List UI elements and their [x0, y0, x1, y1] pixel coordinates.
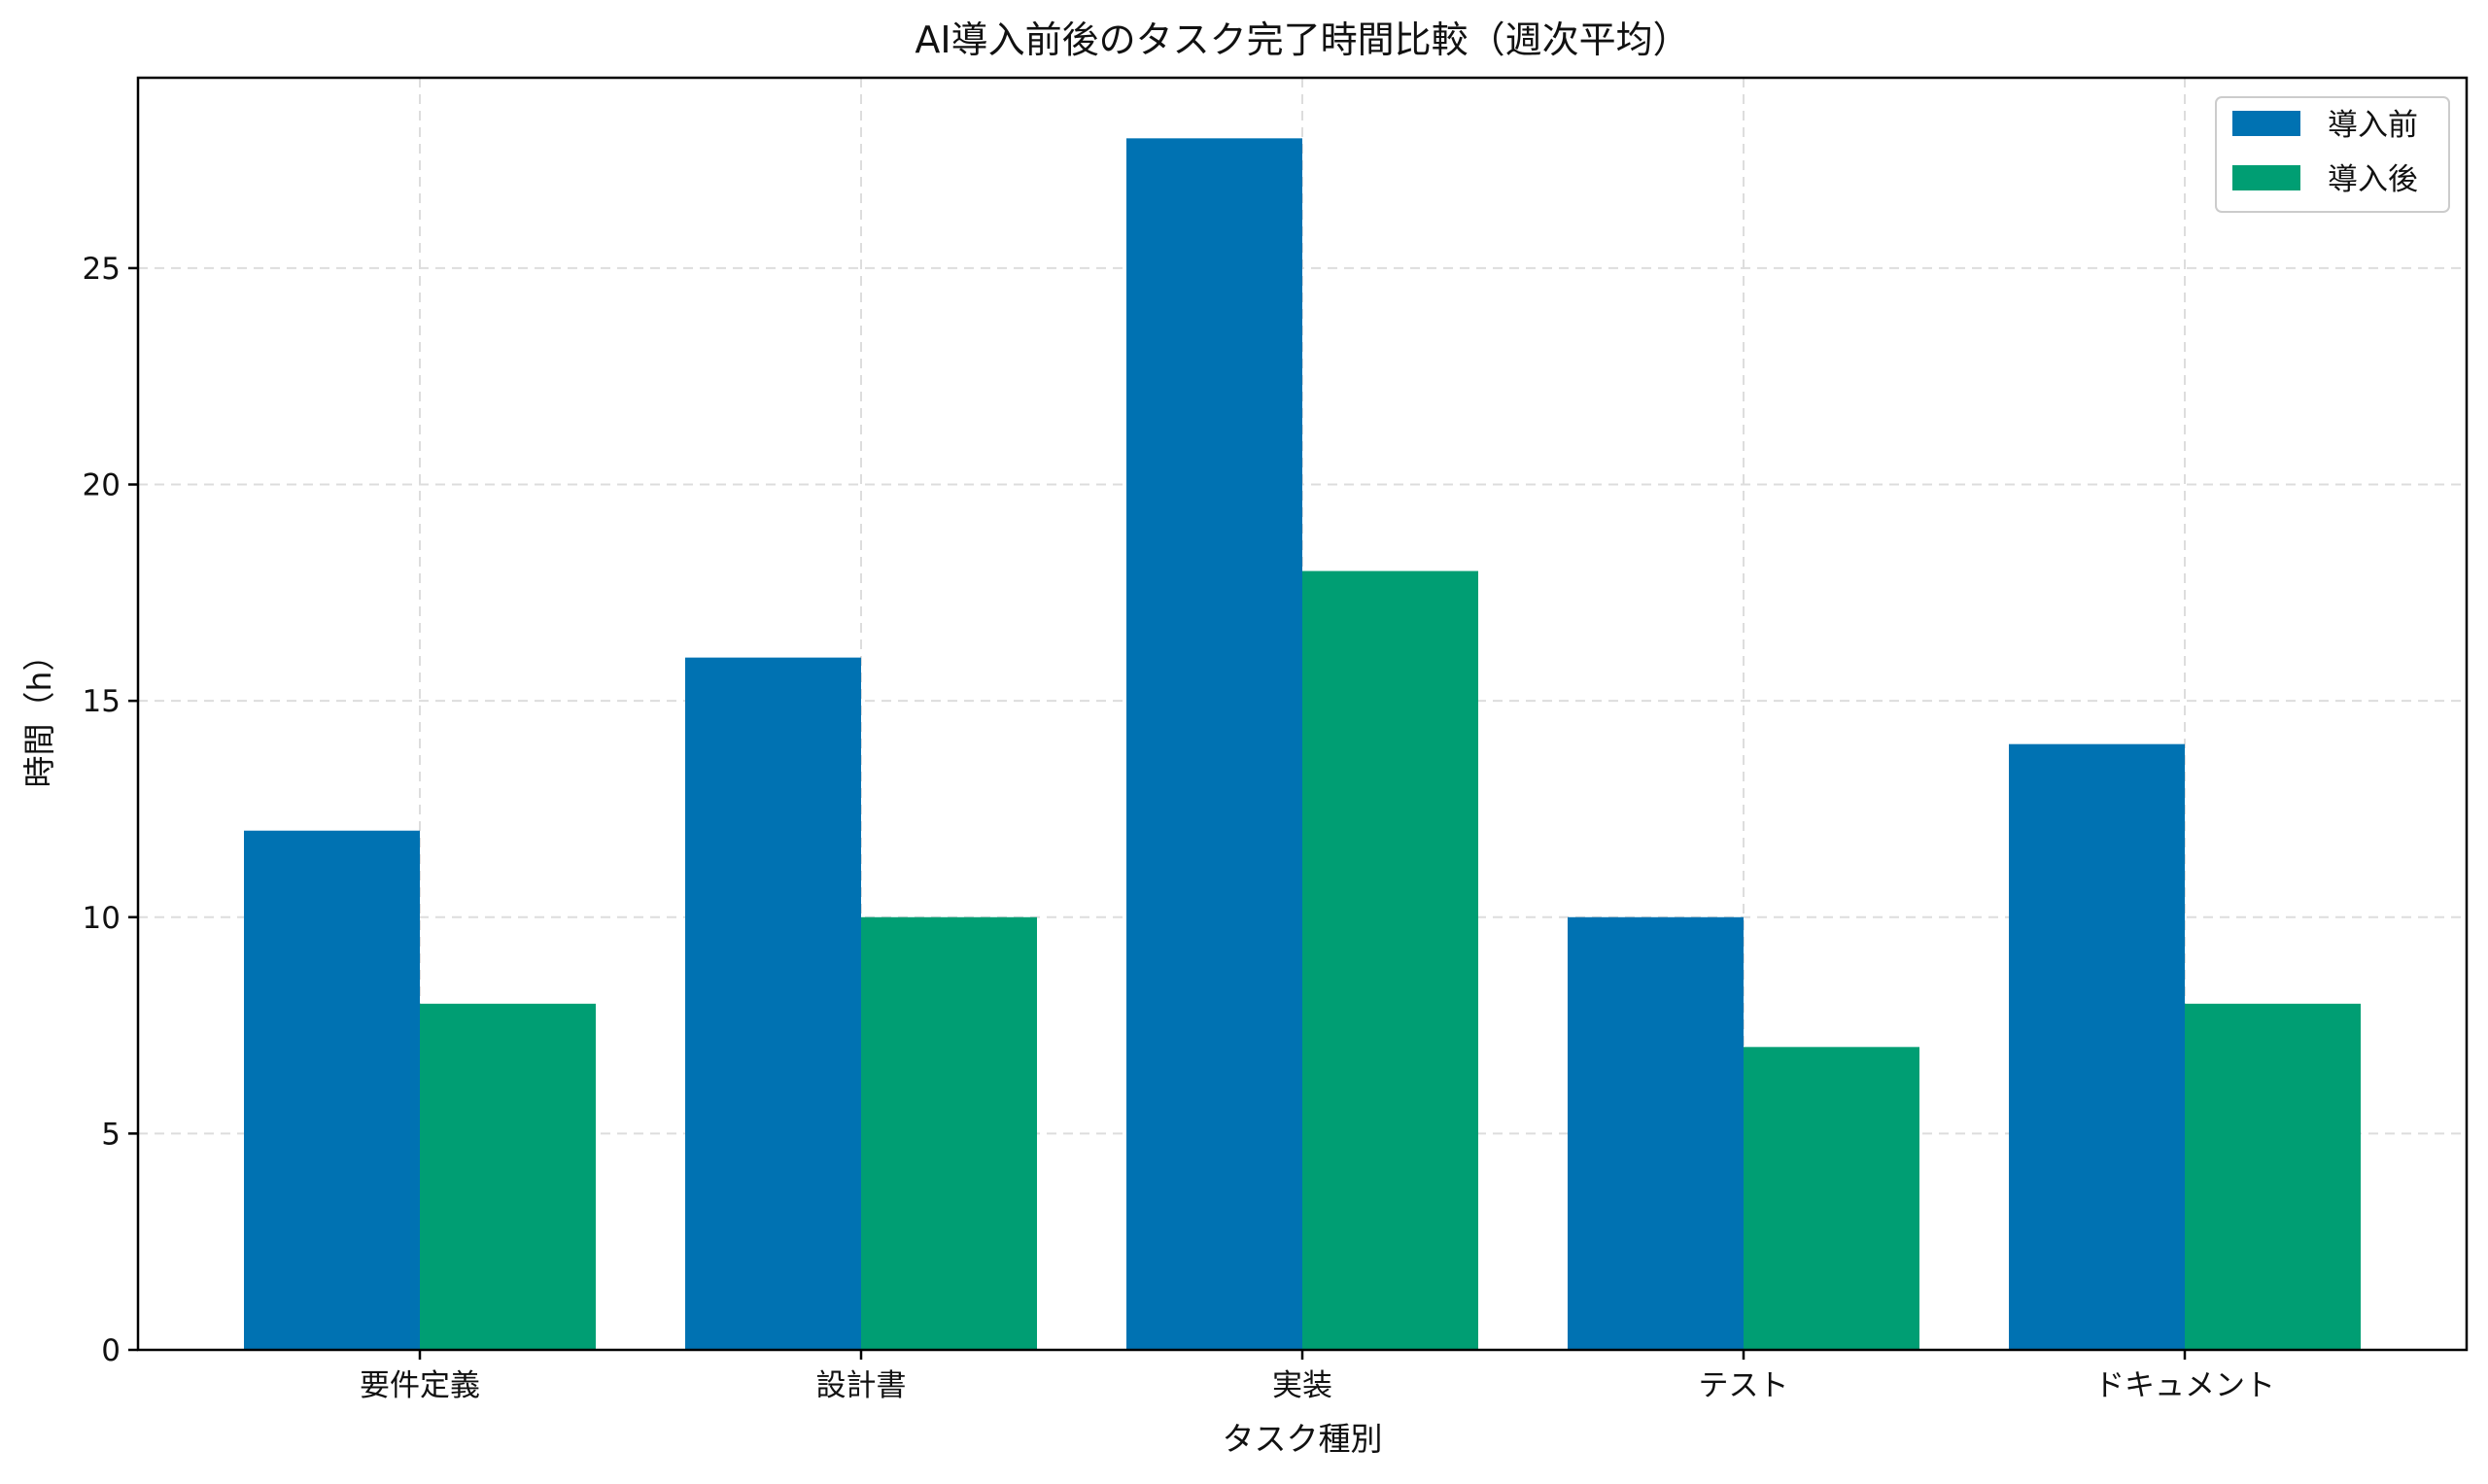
y-axis-label: 時間（h）: [20, 639, 58, 788]
bar-after-4: [2185, 1003, 2361, 1350]
bar-before-3: [1568, 916, 1744, 1350]
bar-before-4: [2009, 743, 2185, 1350]
x-tick-label: 設計書: [816, 1368, 907, 1403]
x-axis-ticks: 要件定義 設計書 実装 テスト ドキュメント: [360, 1350, 2275, 1403]
bar-before-2: [1126, 138, 1302, 1350]
y-tick-label: 10: [83, 901, 121, 936]
bar-before-0: [244, 830, 420, 1350]
x-tick-label: ドキュメント: [2094, 1368, 2275, 1403]
x-tick-label: テスト: [1699, 1368, 1789, 1403]
x-tick-label: 要件定義: [360, 1368, 480, 1403]
legend-label: 導入前: [2328, 108, 2418, 143]
bar-after-3: [1744, 1047, 1919, 1350]
bar-before-1: [685, 657, 861, 1350]
bar-after-0: [420, 1003, 596, 1350]
y-tick-label: 0: [101, 1333, 121, 1368]
x-tick-label: 実装: [1272, 1368, 1332, 1403]
legend-swatch: [2232, 165, 2300, 190]
legend-swatch: [2232, 111, 2300, 136]
y-tick-label: 5: [101, 1117, 121, 1152]
y-tick-label: 20: [83, 468, 121, 503]
bar-after-2: [1302, 570, 1478, 1350]
x-axis-label: タスク種別: [1223, 1420, 1383, 1458]
bar-after-1: [861, 916, 1037, 1350]
bars: [244, 138, 2361, 1350]
y-tick-label: 15: [83, 684, 121, 719]
y-axis-ticks: 0 5 10 15 20 25: [83, 252, 138, 1368]
y-tick-label: 25: [83, 252, 121, 287]
legend-label: 導入後: [2328, 162, 2418, 197]
chart-title: AI導入前後のタスク完了時間比較（週次平均）: [915, 18, 1689, 61]
